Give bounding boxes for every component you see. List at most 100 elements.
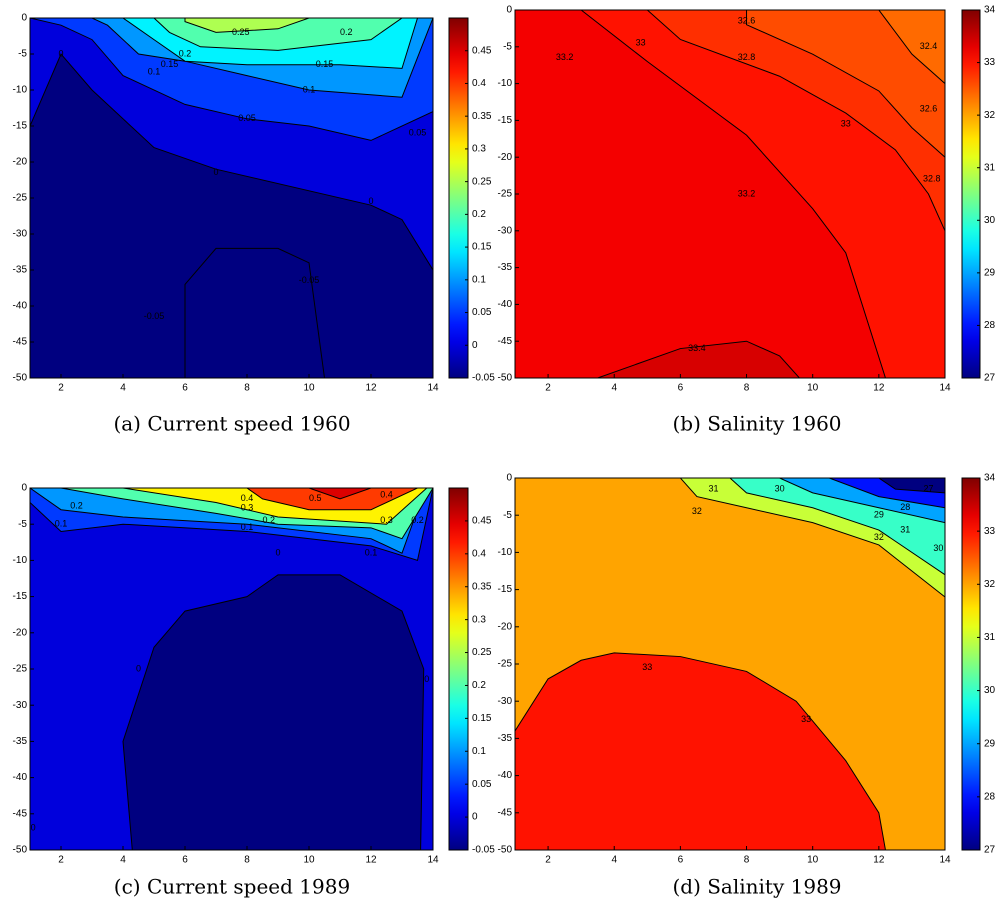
contour-label: 0 <box>58 48 63 58</box>
contour-label: 0.1 <box>241 522 254 532</box>
colorbar-tick-label: 0 <box>472 340 478 351</box>
colorbar-tick-label: 0.45 <box>472 45 492 56</box>
colorbar <box>448 487 469 851</box>
x-tick-label: 14 <box>427 855 439 866</box>
contour-region <box>746 10 945 158</box>
y-tick-label: -50 <box>498 845 513 856</box>
colorbar-tick-label: 0.05 <box>472 307 492 318</box>
contour-label: -0.05 <box>299 275 320 285</box>
contour-label: 31 <box>900 524 910 534</box>
colorbar-tick-label: 33 <box>984 57 996 68</box>
x-tick-label: 14 <box>427 383 439 394</box>
colorbar-tick-label: 0.1 <box>472 274 486 285</box>
y-tick-label: -35 <box>13 265 28 276</box>
colorbar-tick-label: 0.3 <box>472 144 486 155</box>
contour-label: 0.2 <box>262 515 275 525</box>
contour-label: 0.2 <box>179 48 192 58</box>
y-tick-label: -10 <box>13 85 28 96</box>
y-tick-label: -40 <box>13 301 28 312</box>
contour-label: 31 <box>708 484 718 494</box>
plot-area: 31 30 32 29 28 27 32 31 30 33 33 <box>515 478 945 850</box>
y-tick-label: 0 <box>21 13 27 24</box>
y-tick-label: -40 <box>498 299 513 310</box>
colorbar-tick-label: 0.4 <box>472 548 486 559</box>
contour-label: 27 <box>923 484 933 494</box>
y-tick-label: -10 <box>498 78 513 89</box>
x-tick-label: 4 <box>120 383 126 394</box>
x-tick-label: 10 <box>303 383 315 394</box>
contour-label: 0.1 <box>148 66 161 76</box>
y-tick-label: -20 <box>498 152 513 163</box>
contour-label: 33 <box>801 714 811 724</box>
y-tick-label: -30 <box>13 700 28 711</box>
y-tick-label: -20 <box>498 621 513 632</box>
y-tick-label: -15 <box>13 121 28 132</box>
contour-label: 33.2 <box>738 188 756 198</box>
contour-label: 0.15 <box>316 59 334 69</box>
colorbar-tick-label: -0.05 <box>472 845 495 856</box>
colorbar <box>961 477 981 851</box>
contour-label: 0.1 <box>55 519 68 529</box>
contour-label: 30 <box>933 543 943 553</box>
contour-label: 32.8 <box>923 174 941 184</box>
contour-label: 0 <box>136 663 141 673</box>
y-tick-label: 0 <box>506 473 512 484</box>
y-tick-label: -45 <box>13 808 28 819</box>
y-tick-label: -30 <box>498 225 513 236</box>
contour-label: 0 <box>275 548 280 558</box>
y-tick-label: -25 <box>498 189 513 200</box>
contour-label: 0.25 <box>232 27 250 37</box>
contour-label: 33.4 <box>688 343 706 353</box>
colorbar-tick-label: 31 <box>984 632 996 643</box>
contour-label: 32.6 <box>738 15 756 25</box>
y-tick-label: -20 <box>13 157 28 168</box>
y-tick-label: -35 <box>498 262 513 273</box>
y-tick-label: -5 <box>18 519 27 530</box>
x-tick-label: 4 <box>611 383 617 394</box>
caption: (c) Current speed 1989 <box>114 875 350 899</box>
contour-region <box>184 18 310 33</box>
colorbar-tick-label: 28 <box>984 791 996 802</box>
x-tick-label: 6 <box>678 855 684 866</box>
colorbar-tick-label: -0.05 <box>472 373 495 384</box>
contour-label: 32 <box>874 532 884 542</box>
x-tick-label: 6 <box>182 383 188 394</box>
x-tick-label: 2 <box>58 383 64 394</box>
colorbar-tick-label: 34 <box>984 473 996 484</box>
caption: (a) Current speed 1960 <box>113 412 350 436</box>
contour-label: 0.05 <box>238 113 256 123</box>
colorbar-tick-label: 0.15 <box>472 242 492 253</box>
colorbar-tick-label: 0.15 <box>472 713 492 724</box>
contour-region <box>877 478 945 494</box>
contour-label: 33 <box>642 662 652 672</box>
x-tick-label: 14 <box>939 855 951 866</box>
y-tick-label: 0 <box>21 483 27 494</box>
contour-label: 0 <box>368 196 373 206</box>
y-tick-label: -25 <box>498 659 513 670</box>
contour-label: 0.3 <box>380 515 393 525</box>
x-tick-label: 4 <box>120 855 126 866</box>
contour-label: 30 <box>775 484 785 494</box>
x-tick-label: 6 <box>182 855 188 866</box>
y-tick-label: -10 <box>13 555 28 566</box>
x-tick-label: 10 <box>303 855 315 866</box>
y-tick-label: 0 <box>506 5 512 16</box>
colorbar-tick-label: 0.2 <box>472 680 486 691</box>
colorbar-tick-label: 34 <box>984 5 996 16</box>
x-tick-label: 6 <box>678 383 684 394</box>
x-tick-label: 8 <box>244 383 250 394</box>
y-tick-label: -20 <box>13 627 28 638</box>
y-tick-label: -45 <box>498 807 513 818</box>
contour-label: 33 <box>841 118 851 128</box>
contour-label: 0.1 <box>303 84 316 94</box>
contour-region <box>878 10 945 85</box>
y-tick-label: -50 <box>13 845 28 856</box>
colorbar <box>961 9 981 379</box>
x-tick-label: 8 <box>244 855 250 866</box>
colorbar-tick-label: 27 <box>984 845 996 856</box>
colorbar-tick-label: 32 <box>984 110 996 121</box>
y-tick-label: -15 <box>498 584 513 595</box>
y-tick-label: -5 <box>503 510 512 521</box>
colorbar-tick-label: 27 <box>984 373 996 384</box>
colorbar-tick-label: 30 <box>984 685 996 696</box>
